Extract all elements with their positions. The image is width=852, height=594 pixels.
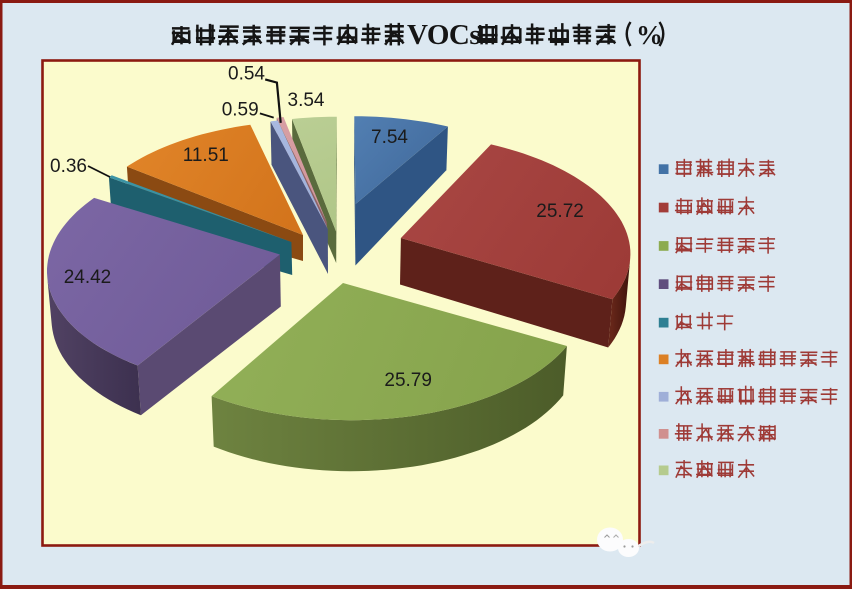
svg-text:0.59: 0.59	[222, 100, 259, 121]
svg-text:24.42: 24.42	[64, 267, 112, 288]
svg-text:25.72: 25.72	[536, 201, 584, 222]
svg-text:25.79: 25.79	[384, 370, 432, 391]
svg-text:0.36: 0.36	[50, 156, 87, 177]
svg-text:7.54: 7.54	[371, 127, 408, 148]
svg-text:VOCs: VOCs	[407, 19, 480, 51]
svg-text:0.54: 0.54	[228, 63, 265, 84]
svg-text:11.51: 11.51	[183, 145, 229, 166]
svg-text:3.54: 3.54	[288, 90, 325, 111]
